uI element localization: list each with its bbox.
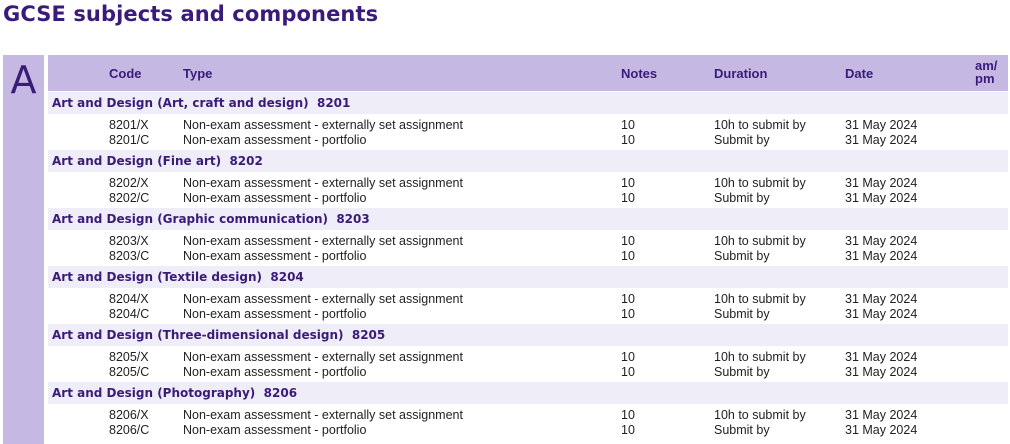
cell-date: 31 May 2024 xyxy=(845,249,918,263)
cell-code: 8205/X xyxy=(109,350,149,364)
cell-notes: 10 xyxy=(621,408,635,422)
subject-title: Art and Design (Art, craft and design) 8… xyxy=(52,96,351,110)
subject-title: Art and Design (Textile design) 8204 xyxy=(52,270,304,284)
cell-notes: 10 xyxy=(621,350,635,364)
cell-notes: 10 xyxy=(621,249,635,263)
cell-date: 31 May 2024 xyxy=(845,365,918,379)
subject-group-heading: Art and Design (Art, craft and design) 8… xyxy=(48,92,1008,114)
subject-title: Art and Design (Photography) 8206 xyxy=(52,386,298,400)
header-type: Type xyxy=(183,66,213,81)
cell-notes: 10 xyxy=(621,234,635,248)
cell-duration: Submit by xyxy=(714,365,770,379)
header-ampm-line1: am/ xyxy=(975,58,998,73)
cell-code: 8204/C xyxy=(109,307,150,321)
subject-title: Art and Design (Three-dimensional design… xyxy=(52,328,386,342)
cell-type: Non-exam assessment - externally set ass… xyxy=(183,176,463,190)
cell-type: Non-exam assessment - externally set ass… xyxy=(183,234,463,248)
subject-group-heading: Art and Design (Fine art) 8202 xyxy=(48,150,1008,172)
cell-date: 31 May 2024 xyxy=(845,234,918,248)
cell-type: Non-exam assessment - portfolio xyxy=(183,191,367,205)
cell-type: Non-exam assessment - portfolio xyxy=(183,133,367,147)
table-row: 8206/C Non-exam assessment - portfolio 1… xyxy=(48,423,1008,438)
section-letter: A xyxy=(10,58,37,102)
cell-notes: 10 xyxy=(621,365,635,379)
cell-type: Non-exam assessment - externally set ass… xyxy=(183,350,463,364)
header-duration: Duration xyxy=(714,66,768,81)
header-ampm-line2: pm xyxy=(975,71,995,86)
table-header: Code Type Notes Duration Date am/pm xyxy=(48,55,1008,91)
subject-group-heading: Art and Design (Three-dimensional design… xyxy=(48,324,1008,346)
cell-type: Non-exam assessment - portfolio xyxy=(183,307,367,321)
table-row: 8204/C Non-exam assessment - portfolio 1… xyxy=(48,307,1008,322)
subject-group-heading: Art and Design (Photography) 8206 xyxy=(48,382,1008,404)
subject-group-heading: Art and Design (Textile design) 8204 xyxy=(48,266,1008,288)
cell-code: 8206/X xyxy=(109,408,149,422)
header-ampm: am/pm xyxy=(975,59,997,85)
table-row: 8203/C Non-exam assessment - portfolio 1… xyxy=(48,249,1008,264)
cell-date: 31 May 2024 xyxy=(845,423,918,437)
cell-date: 31 May 2024 xyxy=(845,292,918,306)
cell-date: 31 May 2024 xyxy=(845,118,918,132)
cell-date: 31 May 2024 xyxy=(845,191,918,205)
cell-code: 8206/C xyxy=(109,423,150,437)
cell-code: 8202/X xyxy=(109,176,149,190)
cell-duration: 10h to submit by xyxy=(714,292,806,306)
cell-code: 8204/X xyxy=(109,292,149,306)
page-title: GCSE subjects and components xyxy=(3,2,379,26)
cell-type: Non-exam assessment - externally set ass… xyxy=(183,292,463,306)
cell-type: Non-exam assessment - portfolio xyxy=(183,249,367,263)
cell-code: 8202/C xyxy=(109,191,150,205)
cell-date: 31 May 2024 xyxy=(845,408,918,422)
cell-duration: 10h to submit by xyxy=(714,350,806,364)
cell-code: 8203/C xyxy=(109,249,150,263)
table-row: 8203/X Non-exam assessment - externally … xyxy=(48,234,1008,249)
cell-duration: Submit by xyxy=(714,249,770,263)
header-code: Code xyxy=(109,66,142,81)
header-date: Date xyxy=(845,66,874,81)
cell-duration: 10h to submit by xyxy=(714,234,806,248)
table-row: 8201/X Non-exam assessment - externally … xyxy=(48,118,1008,133)
table-row: 8206/X Non-exam assessment - externally … xyxy=(48,408,1008,423)
subject-title: Art and Design (Graphic communication) 8… xyxy=(52,212,370,226)
cell-notes: 10 xyxy=(621,423,635,437)
cell-type: Non-exam assessment - portfolio xyxy=(183,423,367,437)
cell-duration: Submit by xyxy=(714,307,770,321)
cell-duration: Submit by xyxy=(714,191,770,205)
table-row: 8205/C Non-exam assessment - portfolio 1… xyxy=(48,365,1008,380)
table-row: 8204/X Non-exam assessment - externally … xyxy=(48,292,1008,307)
cell-notes: 10 xyxy=(621,292,635,306)
cell-code: 8201/X xyxy=(109,118,149,132)
cell-type: Non-exam assessment - externally set ass… xyxy=(183,408,463,422)
cell-code: 8205/C xyxy=(109,365,150,379)
cell-code: 8203/X xyxy=(109,234,149,248)
header-notes: Notes xyxy=(621,66,658,81)
table-row: 8205/X Non-exam assessment - externally … xyxy=(48,350,1008,365)
cell-duration: 10h to submit by xyxy=(714,408,806,422)
cell-duration: Submit by xyxy=(714,423,770,437)
cell-code: 8201/C xyxy=(109,133,150,147)
cell-type: Non-exam assessment - externally set ass… xyxy=(183,118,463,132)
table-row: 8201/C Non-exam assessment - portfolio 1… xyxy=(48,133,1008,148)
cell-notes: 10 xyxy=(621,176,635,190)
cell-notes: 10 xyxy=(621,191,635,205)
cell-notes: 10 xyxy=(621,133,635,147)
subject-group-heading: Art and Design (Graphic communication) 8… xyxy=(48,208,1008,230)
cell-type: Non-exam assessment - portfolio xyxy=(183,365,367,379)
cell-date: 31 May 2024 xyxy=(845,133,918,147)
cell-notes: 10 xyxy=(621,307,635,321)
cell-date: 31 May 2024 xyxy=(845,307,918,321)
table-row: 8202/C Non-exam assessment - portfolio 1… xyxy=(48,191,1008,206)
cell-notes: 10 xyxy=(621,118,635,132)
table-row: 8202/X Non-exam assessment - externally … xyxy=(48,176,1008,191)
section-letter-column: A xyxy=(3,55,44,444)
cell-duration: 10h to submit by xyxy=(714,118,806,132)
subject-title: Art and Design (Fine art) 8202 xyxy=(52,154,263,168)
cell-date: 31 May 2024 xyxy=(845,350,918,364)
cell-duration: 10h to submit by xyxy=(714,176,806,190)
cell-duration: Submit by xyxy=(714,133,770,147)
cell-date: 31 May 2024 xyxy=(845,176,918,190)
